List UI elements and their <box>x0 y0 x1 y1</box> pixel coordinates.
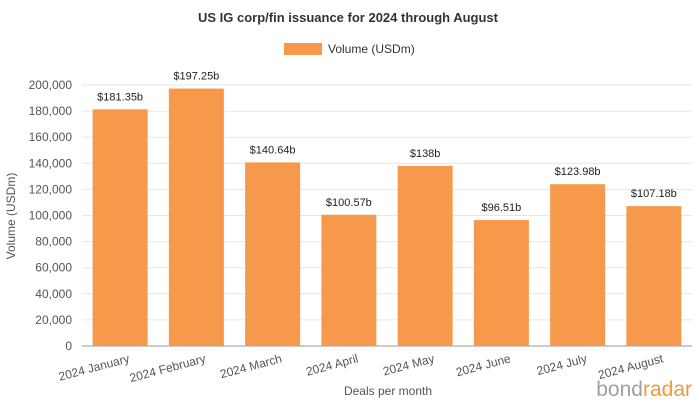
legend[interactable]: Volume (USDm) <box>284 42 415 56</box>
bar <box>245 162 301 346</box>
bar <box>321 214 377 346</box>
x-category-label: 2024 February <box>128 351 207 385</box>
data-label: $123.98b <box>555 166 601 178</box>
data-label: $181.35b <box>97 91 143 103</box>
y-tick-label: 0 <box>65 339 72 353</box>
data-label: $138b <box>410 148 441 160</box>
bar <box>92 109 148 346</box>
chart-title: US IG corp/fin issuance for 2024 through… <box>198 10 499 25</box>
y-tick-label: 200,000 <box>29 78 73 92</box>
bar <box>397 165 453 346</box>
x-axis-title: Deals per month <box>344 384 432 398</box>
y-tick-label: 180,000 <box>29 104 73 118</box>
data-label: $140.64b <box>250 144 296 156</box>
x-category-label: 2024 July <box>535 351 588 378</box>
y-tick-label: 100,000 <box>29 209 73 223</box>
y-tick-label: 80,000 <box>35 235 72 249</box>
x-category-label: 2024 March <box>219 351 284 381</box>
bar <box>626 206 682 346</box>
logo-text-bond: bond <box>596 378 643 401</box>
x-category-label: 2024 June <box>454 351 512 379</box>
y-axis-title: Volume (USDm) <box>4 173 18 260</box>
data-label: $197.25b <box>173 71 219 83</box>
legend-label: Volume (USDm) <box>328 42 415 56</box>
y-tick-label: 140,000 <box>29 156 73 170</box>
y-tick-label: 160,000 <box>29 130 73 144</box>
y-tick-label: 40,000 <box>35 287 72 301</box>
bar <box>550 184 606 346</box>
bars <box>92 88 682 347</box>
bondradar-logo: bondradar <box>596 378 692 401</box>
data-label: $100.57b <box>326 197 372 209</box>
x-category-label: 2024 May <box>381 351 436 378</box>
y-tick-label: 120,000 <box>29 182 73 196</box>
y-tick-label: 20,000 <box>35 313 72 327</box>
data-labels: $181.35b $197.25b $140.64b $100.57b $138b $96… <box>97 71 677 214</box>
logo-text-radar: radar <box>643 378 692 401</box>
bar <box>473 220 529 346</box>
legend-swatch <box>284 43 322 55</box>
data-label: $96.51b <box>481 202 521 214</box>
x-category-label: 2024 April <box>304 351 359 378</box>
y-tick-label: 60,000 <box>35 261 72 275</box>
x-category-label: 2024 January <box>57 351 131 383</box>
y-axis-ticks: 0 20,000 40,000 60,000 80,000 100,000 120,000 1… <box>29 78 73 353</box>
bar <box>168 88 224 347</box>
data-label: $107.18b <box>631 188 677 200</box>
